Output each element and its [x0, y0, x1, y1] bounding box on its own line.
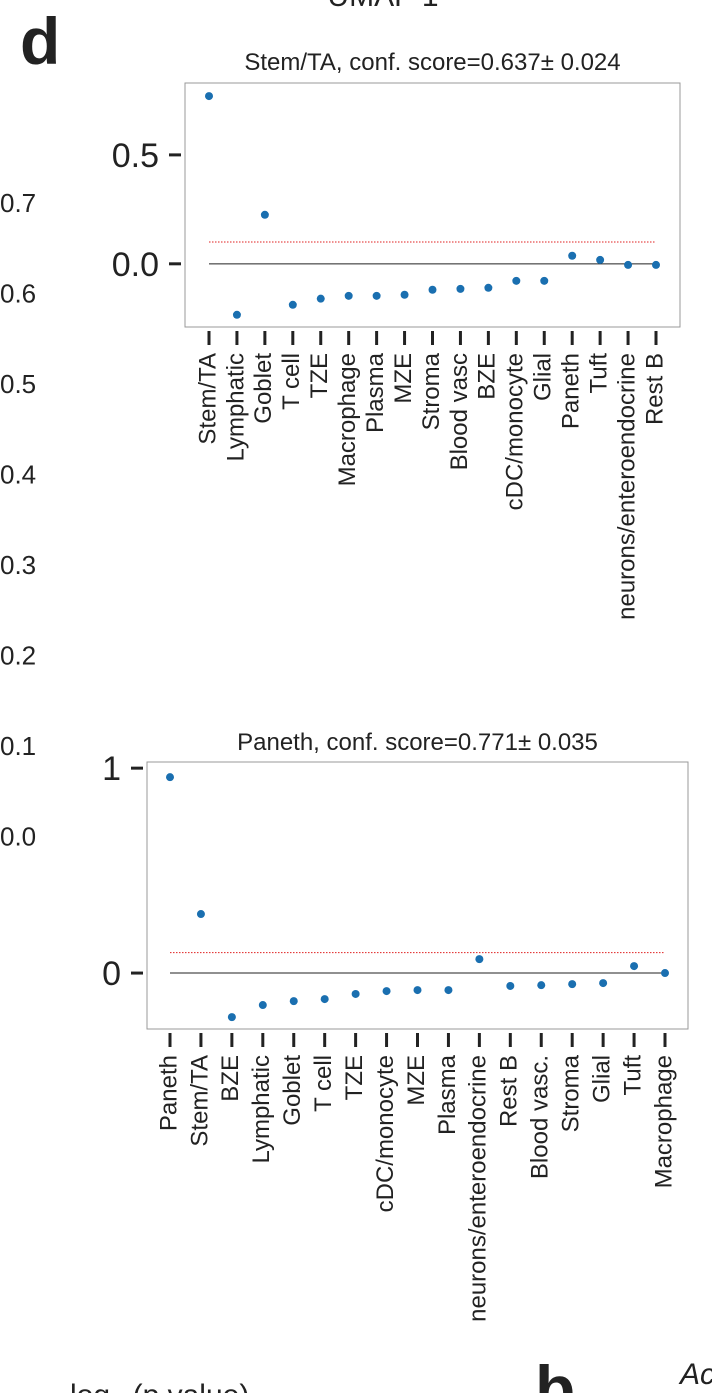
point — [652, 260, 660, 269]
point — [596, 255, 605, 264]
x-tick-label: Rest B — [496, 1055, 523, 1127]
cut-axis-title: log₁₀(p value) — [70, 1379, 249, 1393]
point — [568, 251, 577, 260]
point — [413, 986, 422, 995]
x-tick-label: Tuft — [619, 1055, 646, 1096]
x-tick-label: Plasma — [434, 1054, 461, 1135]
x-tick-label: Stroma — [418, 352, 445, 430]
point — [320, 995, 329, 1004]
point — [288, 300, 297, 309]
point — [661, 969, 669, 978]
x-tick-label: Macrophage — [650, 1055, 677, 1188]
x-tick-label: neurons/enteroendocrine — [613, 353, 640, 620]
x-tick-label: Tuft — [585, 353, 612, 394]
x-tick-label: Paneth — [558, 353, 585, 429]
point — [512, 276, 521, 285]
x-tick-label: BZE — [474, 353, 501, 400]
cut-colorbar-label: 0.0 — [0, 822, 36, 852]
cut-panel-label: b — [535, 1352, 575, 1393]
x-tick-label: cDC/monocyte — [502, 353, 529, 510]
point — [599, 979, 608, 988]
x-tick-label: Glial — [588, 1055, 615, 1103]
plot-frame — [146, 761, 689, 1030]
point — [400, 290, 409, 299]
x-tick-label: neurons/enteroendocrine — [465, 1055, 492, 1322]
point — [260, 210, 269, 219]
cut-axis-title: UMAP 1 — [327, 0, 438, 13]
x-tick-label: Plasma — [362, 352, 389, 433]
x-tick-label: Goblet — [279, 1055, 306, 1126]
point — [456, 284, 465, 293]
x-tick-label: MZE — [403, 1055, 430, 1106]
x-tick-label: Stem/TA — [186, 1055, 213, 1147]
x-tick-label: Blood vasc. — [527, 1055, 554, 1179]
x-tick-label: T cell — [310, 1055, 337, 1112]
x-tick-label: Glial — [530, 353, 557, 401]
y-tick-label: 1 — [102, 750, 121, 788]
point — [630, 962, 639, 971]
point — [316, 294, 325, 303]
cut-colorbar-label: 0.2 — [0, 641, 36, 671]
x-tick-label: Lymphatic — [248, 1055, 275, 1164]
point — [624, 260, 633, 269]
x-tick-label: MZE — [390, 353, 417, 404]
point — [205, 92, 213, 101]
point — [166, 773, 174, 782]
cut-colorbar-label: 0.6 — [0, 279, 36, 309]
point — [475, 955, 484, 964]
point — [258, 1001, 267, 1010]
x-tick-label: TZE — [341, 1055, 368, 1100]
y-tick-label: 0.0 — [112, 246, 159, 284]
x-tick-label: Macrophage — [334, 353, 361, 486]
cut-colorbar-label: 0.4 — [0, 460, 36, 490]
x-tick-label: Paneth — [155, 1055, 182, 1131]
x-tick-label: BZE — [217, 1055, 244, 1102]
point — [289, 997, 298, 1006]
x-tick-label: Stroma — [558, 1054, 585, 1132]
x-tick-label: Rest B — [641, 353, 668, 425]
point — [232, 310, 241, 319]
x-tick-label: TZE — [306, 353, 333, 398]
point — [537, 981, 546, 990]
chart-title: Paneth, conf. score=0.771± 0.035 — [237, 729, 598, 756]
cut-colorbar-label: 0.5 — [0, 369, 36, 399]
y-tick-label: 0 — [102, 955, 121, 993]
y-tick-label: 0.5 — [112, 137, 159, 175]
point — [382, 987, 391, 996]
x-tick-label: Lymphatic — [222, 353, 249, 462]
x-tick-label: Stem/TA — [194, 353, 221, 445]
cut-colorbar-label: 0.3 — [0, 550, 36, 580]
point — [428, 285, 437, 294]
cut-colorbar-label: 0.1 — [0, 731, 36, 761]
point — [540, 276, 549, 285]
x-tick-label: Goblet — [250, 353, 277, 424]
point — [351, 989, 360, 998]
point — [196, 910, 205, 919]
chart-title: Stem/TA, conf. score=0.637± 0.024 — [244, 49, 620, 76]
panel-label: d — [20, 4, 60, 78]
point — [506, 981, 515, 990]
plot-frame — [184, 82, 681, 328]
point — [227, 1013, 236, 1022]
cut-text: Ac — [678, 1358, 712, 1391]
point — [484, 283, 493, 292]
x-tick-label: Blood vasc — [446, 353, 473, 470]
point — [372, 291, 381, 300]
point — [344, 291, 353, 300]
point — [444, 986, 453, 995]
x-tick-label: cDC/monocyte — [372, 1055, 399, 1212]
cut-colorbar-label: 0.7 — [0, 188, 36, 218]
point — [568, 980, 577, 989]
x-tick-label: T cell — [278, 353, 305, 410]
